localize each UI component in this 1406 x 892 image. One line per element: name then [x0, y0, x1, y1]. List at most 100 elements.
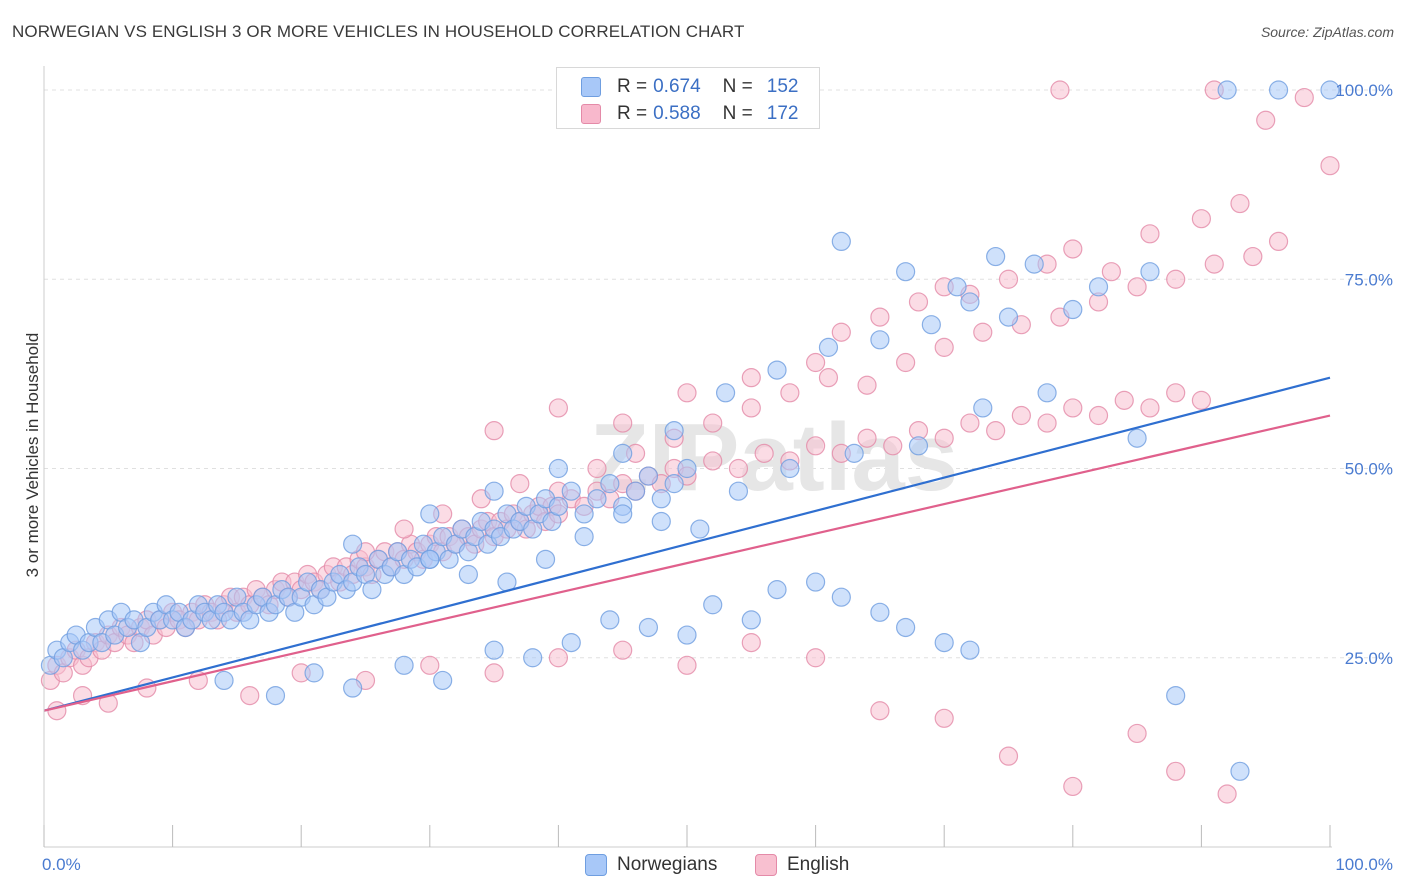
- bottom-legend-english[interactable]: English: [755, 852, 849, 878]
- point-norwegians: [805, 572, 826, 592]
- point-english: [703, 413, 723, 433]
- point-english: [780, 383, 800, 403]
- trend-line-norwegians: [43, 376, 1331, 712]
- legend-r-label: R =: [617, 103, 648, 124]
- point-norwegians: [960, 292, 980, 312]
- point-english: [484, 421, 504, 441]
- point-norwegians: [831, 231, 851, 251]
- point-norwegians: [638, 466, 659, 486]
- trend-line-english: [43, 414, 1331, 712]
- bottom-legend-norwegians[interactable]: Norwegians: [585, 852, 717, 878]
- legend-swatch-english: [581, 104, 601, 124]
- point-english: [1063, 239, 1083, 259]
- bottom-legend-label-english: English: [787, 854, 850, 875]
- point-norwegians: [1024, 254, 1044, 274]
- point-english: [703, 451, 723, 471]
- point-english: [934, 337, 954, 357]
- point-norwegians: [587, 489, 607, 509]
- chart-title: NORWEGIAN VS ENGLISH 3 OR MORE VEHICLES …: [12, 22, 745, 41]
- point-english: [960, 413, 980, 433]
- watermark: ZIPatlas: [590, 404, 958, 511]
- point-norwegians: [934, 633, 954, 653]
- point-english: [998, 746, 1019, 766]
- point-english: [548, 398, 569, 418]
- point-english: [510, 474, 530, 494]
- point-norwegians: [1217, 80, 1237, 100]
- legend-row-english: R = 0.588 N = 172: [581, 102, 798, 126]
- point-english: [805, 648, 826, 668]
- x-tick-label: 0.0%: [42, 855, 81, 874]
- point-norwegians: [613, 504, 633, 524]
- point-norwegians: [548, 496, 569, 516]
- points-layer: [40, 80, 1340, 804]
- point-norwegians: [741, 610, 761, 630]
- point-english: [1050, 80, 1070, 100]
- y-tick-label: 25.0%: [1345, 649, 1393, 668]
- tick-labels: 25.0% 50.0% 75.0% 100.0% 0.0% 100.0%: [42, 81, 1393, 874]
- point-norwegians: [420, 549, 440, 569]
- point-norwegians: [484, 640, 504, 660]
- point-english: [870, 307, 890, 327]
- point-english: [1088, 405, 1109, 426]
- point-norwegians: [214, 670, 234, 691]
- point-english: [1204, 254, 1224, 274]
- point-norwegians: [458, 564, 478, 585]
- point-english: [728, 458, 749, 479]
- point-english: [805, 352, 826, 373]
- point-norwegians: [1166, 685, 1186, 706]
- point-english: [870, 701, 890, 721]
- point-norwegians: [973, 398, 993, 418]
- point-english: [1166, 761, 1186, 781]
- point-norwegians: [896, 617, 916, 638]
- point-norwegians: [625, 481, 646, 501]
- trend-layer: [43, 376, 1331, 712]
- legend-r-value: 0.674: [653, 76, 701, 97]
- point-norwegians: [638, 617, 659, 638]
- legend-n-label: N =: [722, 76, 753, 97]
- point-norwegians: [921, 315, 941, 335]
- point-english: [677, 383, 697, 403]
- point-english: [741, 398, 761, 418]
- point-english: [1230, 193, 1250, 214]
- point-norwegians: [947, 277, 967, 297]
- point-norwegians: [484, 481, 504, 501]
- axes: [43, 66, 1332, 848]
- point-norwegians: [986, 246, 1006, 267]
- stats-legend: R = 0.674 N = 152 R = 0.588 N = 172: [556, 67, 820, 129]
- legend-r-label: R =: [617, 76, 648, 97]
- point-english: [1294, 87, 1314, 108]
- point-norwegians: [1230, 761, 1250, 781]
- point-norwegians: [561, 481, 581, 501]
- point-english: [394, 519, 414, 539]
- point-english: [1191, 209, 1212, 229]
- point-norwegians: [535, 549, 556, 569]
- point-norwegians: [870, 330, 890, 350]
- point-norwegians: [844, 443, 864, 463]
- grid-lines: [44, 89, 1395, 659]
- point-norwegians: [664, 474, 684, 494]
- point-english: [1127, 277, 1147, 297]
- point-norwegians: [1320, 80, 1340, 100]
- point-norwegians: [561, 633, 581, 653]
- legend-row-norwegians: R = 0.674 N = 152: [581, 75, 798, 99]
- point-english: [677, 655, 697, 675]
- legend-n-value: 152: [766, 76, 799, 97]
- point-norwegians: [394, 655, 414, 675]
- point-english: [613, 413, 633, 433]
- point-english: [908, 292, 929, 312]
- y-axis-label: 3 or more Vehicles in Household: [23, 333, 42, 578]
- point-english: [420, 655, 440, 675]
- point-english: [973, 322, 993, 342]
- point-english: [883, 436, 903, 456]
- point-english: [1166, 269, 1186, 289]
- point-english: [857, 375, 877, 395]
- point-english: [1256, 110, 1276, 130]
- point-english: [896, 352, 916, 373]
- point-norwegians: [728, 481, 749, 501]
- point-norwegians: [896, 262, 916, 282]
- bottom-legend-swatch-norwegians: [585, 854, 607, 876]
- point-english: [934, 428, 954, 448]
- point-english: [1114, 390, 1134, 410]
- point-english: [986, 421, 1006, 441]
- point-norwegians: [651, 511, 671, 532]
